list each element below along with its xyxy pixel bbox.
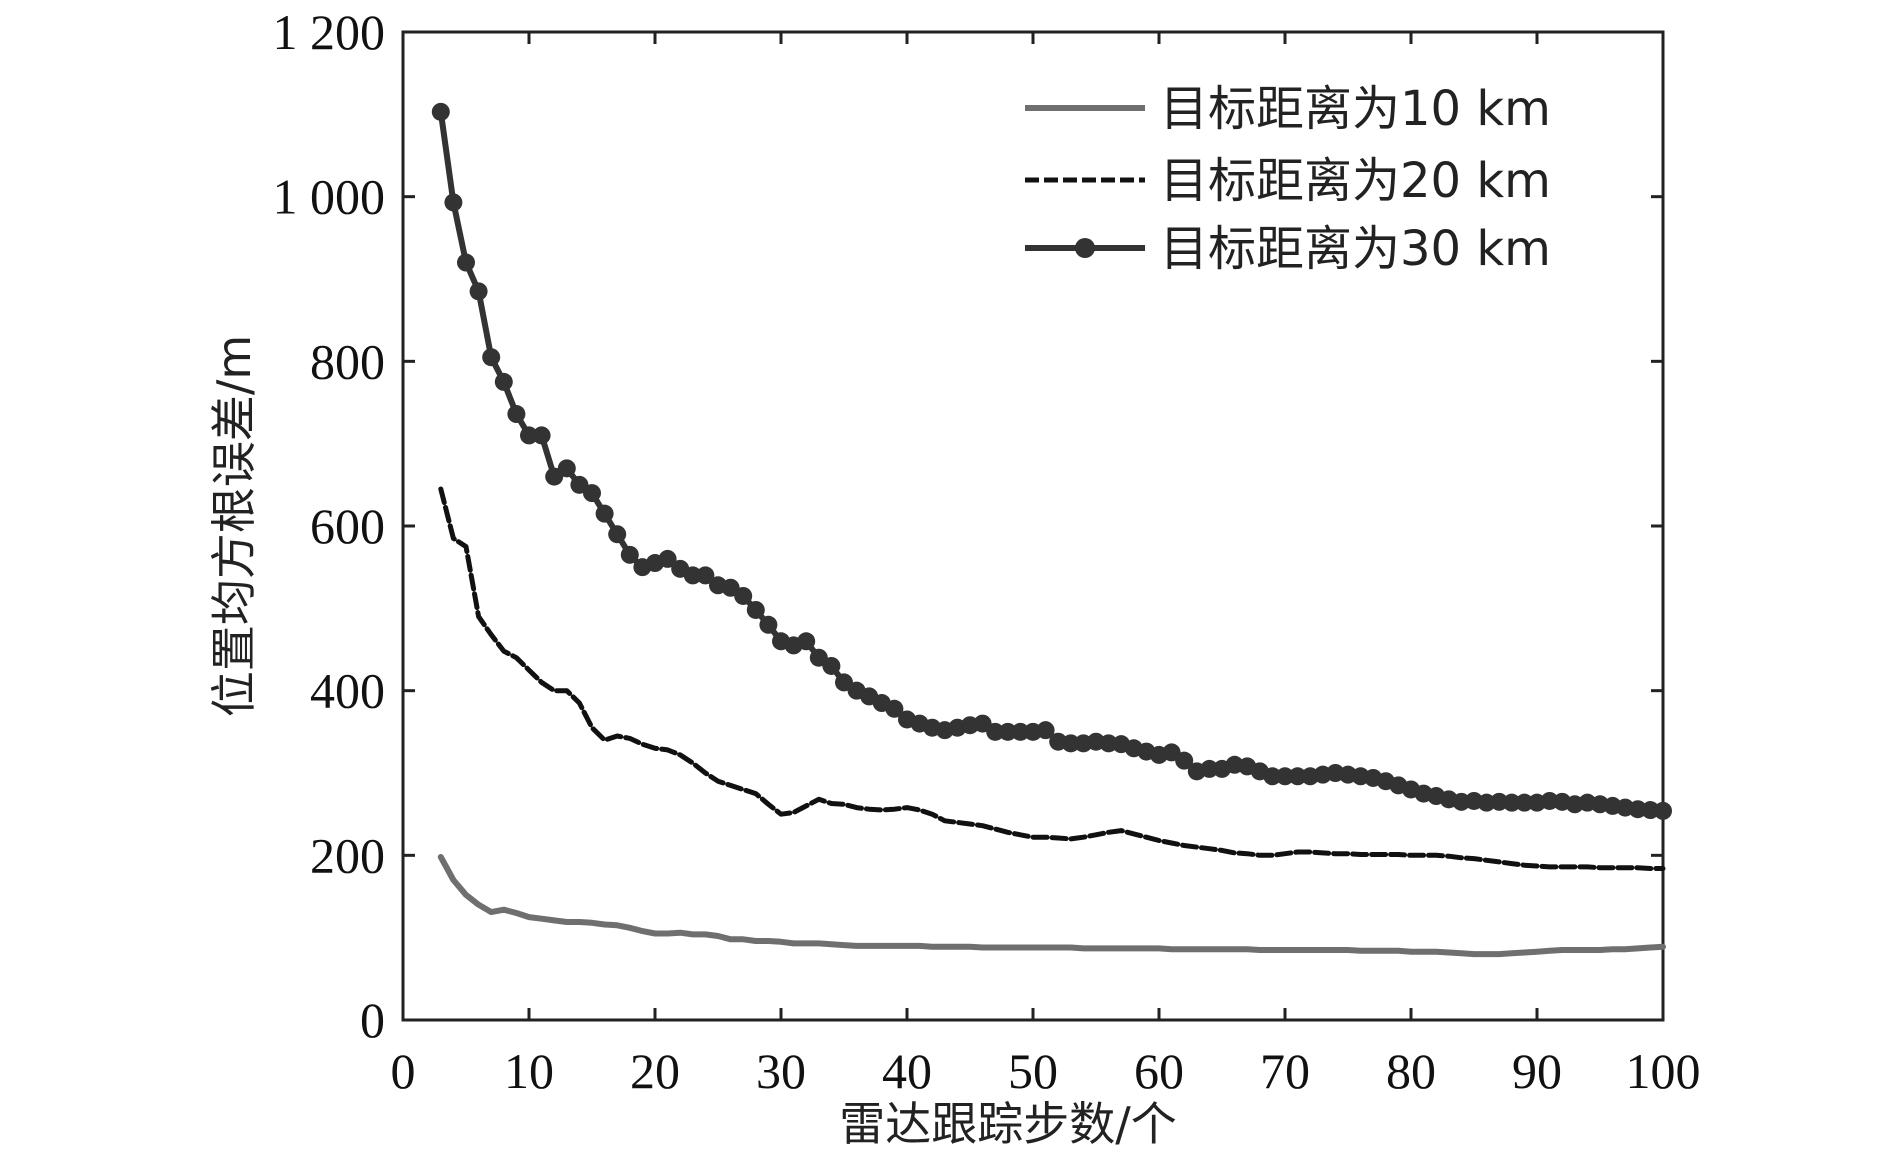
series-3-point-48 <box>998 722 1017 741</box>
series-3-point-17 <box>608 525 627 544</box>
legend-label-3: 目标距离为30 km <box>1160 221 1551 277</box>
series-3-point-18 <box>620 545 639 564</box>
x-tick-label-40: 40 <box>882 1043 932 1099</box>
series-3-point-8 <box>494 372 513 391</box>
series-3-point-4 <box>444 193 463 212</box>
series-3-point-10 <box>520 426 538 445</box>
series-3-point-88 <box>1502 793 1521 812</box>
series-3-point-23 <box>683 566 702 585</box>
series-3-point-11 <box>532 426 551 445</box>
x-tick-label-10: 10 <box>504 1043 554 1099</box>
series-3-point-3 <box>431 102 450 121</box>
series-3-point-71 <box>1288 767 1307 786</box>
series-3-point-39 <box>885 699 904 718</box>
series-3-point-51 <box>1036 721 1055 740</box>
series-3-point-16 <box>595 504 614 523</box>
legend-label-1: 目标距离为10 km <box>1160 81 1551 137</box>
y-axis-title: 位置均方根误差/m <box>207 335 261 717</box>
series-3-point-62 <box>1175 751 1194 770</box>
x-tick-label-70: 70 <box>1260 1043 1310 1099</box>
x-tick-label-90: 90 <box>1512 1043 1562 1099</box>
series-3-point-9 <box>507 405 526 424</box>
series-3-point-64 <box>1200 759 1219 778</box>
x-tick-label-60: 60 <box>1134 1043 1184 1099</box>
series-3-point-100 <box>1654 801 1672 820</box>
x-tick-label-100: 100 <box>1626 1043 1701 1099</box>
series-3-point-15 <box>583 484 601 503</box>
series-3-point-29 <box>759 615 778 634</box>
series-3-point-47 <box>986 722 1005 741</box>
series-3-point-32 <box>797 632 816 651</box>
series-line-2 <box>438 486 1666 871</box>
series-3-point-53 <box>1061 734 1080 753</box>
y-tick-label-1000: 1 000 <box>273 169 386 225</box>
series-3-point-49 <box>1011 722 1030 741</box>
y-tick-label-400: 400 <box>310 663 385 719</box>
x-tick-label-80: 80 <box>1386 1043 1436 1099</box>
series-3-point-7 <box>482 348 501 367</box>
y-tick-label-600: 600 <box>310 498 385 554</box>
series-3-point-34 <box>822 656 841 675</box>
series-3-point-28 <box>746 600 765 619</box>
series-3-point-27 <box>734 586 753 605</box>
series-3-point-5 <box>457 253 475 272</box>
series-3-point-89 <box>1515 793 1534 812</box>
series-line-3 <box>437 108 1666 814</box>
series-3-point-70 <box>1276 767 1294 786</box>
y-tick-label-0: 0 <box>360 992 385 1048</box>
x-tick-label-50: 50 <box>1008 1043 1058 1099</box>
x-tick-label-20: 20 <box>630 1043 680 1099</box>
series-line-1 <box>437 854 1666 958</box>
x-axis-title: 雷达跟踪步数/个 <box>839 1097 1177 1151</box>
legend-label-2: 目标距离为20 km <box>1160 153 1551 209</box>
y-tick-label-1200: 1 200 <box>273 4 386 60</box>
series-3-point-21 <box>658 549 677 568</box>
x-tick-label-30: 30 <box>756 1043 806 1099</box>
series-3-point-24 <box>696 566 715 585</box>
series-3-point-6 <box>469 282 488 301</box>
legend-marker-3 <box>1075 238 1095 258</box>
series-3-point-69 <box>1263 767 1282 786</box>
y-tick-label-200: 200 <box>310 827 385 883</box>
y-tick-label-800: 800 <box>310 333 385 389</box>
series-3-point-13 <box>557 459 576 478</box>
x-tick-label-0: 0 <box>391 1043 416 1099</box>
